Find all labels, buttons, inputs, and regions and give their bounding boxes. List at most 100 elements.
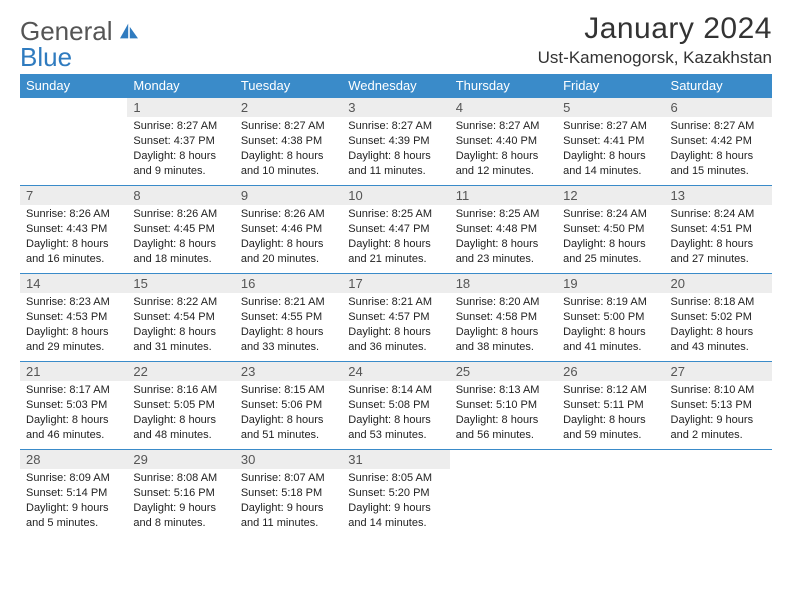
day-cell: 27Sunrise: 8:10 AMSunset: 5:13 PMDayligh… <box>665 362 772 450</box>
daylight-text: Daylight: 8 hours and 21 minutes. <box>348 237 443 267</box>
calendar-table: SundayMondayTuesdayWednesdayThursdayFrid… <box>20 74 772 538</box>
daylight-text: Daylight: 8 hours and 59 minutes. <box>563 413 658 443</box>
sunset-text: Sunset: 4:53 PM <box>26 310 121 325</box>
sunrise-text: Sunrise: 8:17 AM <box>26 383 121 398</box>
day-number: 18 <box>450 274 557 293</box>
day-number: 23 <box>235 362 342 381</box>
day-number: 15 <box>127 274 234 293</box>
daylight-text: Daylight: 8 hours and 18 minutes. <box>133 237 228 267</box>
day-details: Sunrise: 8:24 AMSunset: 4:51 PMDaylight:… <box>665 205 772 270</box>
day-details: Sunrise: 8:27 AMSunset: 4:37 PMDaylight:… <box>127 117 234 182</box>
day-details: Sunrise: 8:26 AMSunset: 4:45 PMDaylight:… <box>127 205 234 270</box>
day-details: Sunrise: 8:15 AMSunset: 5:06 PMDaylight:… <box>235 381 342 446</box>
week-row: 14Sunrise: 8:23 AMSunset: 4:53 PMDayligh… <box>20 274 772 362</box>
sunset-text: Sunset: 5:02 PM <box>671 310 766 325</box>
day-cell: 2Sunrise: 8:27 AMSunset: 4:38 PMDaylight… <box>235 98 342 186</box>
daylight-text: Daylight: 8 hours and 38 minutes. <box>456 325 551 355</box>
sunset-text: Sunset: 4:47 PM <box>348 222 443 237</box>
day-details: Sunrise: 8:25 AMSunset: 4:48 PMDaylight:… <box>450 205 557 270</box>
week-row: 7Sunrise: 8:26 AMSunset: 4:43 PMDaylight… <box>20 186 772 274</box>
day-cell: 10Sunrise: 8:25 AMSunset: 4:47 PMDayligh… <box>342 186 449 274</box>
sail-icon <box>117 22 141 40</box>
sunset-text: Sunset: 4:38 PM <box>241 134 336 149</box>
sunrise-text: Sunrise: 8:07 AM <box>241 471 336 486</box>
sunset-text: Sunset: 4:57 PM <box>348 310 443 325</box>
sunset-text: Sunset: 5:06 PM <box>241 398 336 413</box>
day-details: Sunrise: 8:14 AMSunset: 5:08 PMDaylight:… <box>342 381 449 446</box>
daylight-text: Daylight: 8 hours and 11 minutes. <box>348 149 443 179</box>
month-title: January 2024 <box>538 12 772 46</box>
sunset-text: Sunset: 4:39 PM <box>348 134 443 149</box>
sunset-text: Sunset: 5:16 PM <box>133 486 228 501</box>
sunset-text: Sunset: 4:41 PM <box>563 134 658 149</box>
day-number: 7 <box>20 186 127 205</box>
daylight-text: Daylight: 8 hours and 25 minutes. <box>563 237 658 267</box>
sunrise-text: Sunrise: 8:27 AM <box>671 119 766 134</box>
sunrise-text: Sunrise: 8:22 AM <box>133 295 228 310</box>
daylight-text: Daylight: 9 hours and 8 minutes. <box>133 501 228 531</box>
day-details: Sunrise: 8:12 AMSunset: 5:11 PMDaylight:… <box>557 381 664 446</box>
day-number: 3 <box>342 98 449 117</box>
day-number: 1 <box>127 98 234 117</box>
day-cell: 4Sunrise: 8:27 AMSunset: 4:40 PMDaylight… <box>450 98 557 186</box>
day-cell: 6Sunrise: 8:27 AMSunset: 4:42 PMDaylight… <box>665 98 772 186</box>
day-cell: 20Sunrise: 8:18 AMSunset: 5:02 PMDayligh… <box>665 274 772 362</box>
daylight-text: Daylight: 8 hours and 27 minutes. <box>671 237 766 267</box>
day-number: 22 <box>127 362 234 381</box>
sunrise-text: Sunrise: 8:16 AM <box>133 383 228 398</box>
sunset-text: Sunset: 4:37 PM <box>133 134 228 149</box>
brand-part2: Blue <box>20 42 72 72</box>
sunset-text: Sunset: 4:48 PM <box>456 222 551 237</box>
day-details: Sunrise: 8:25 AMSunset: 4:47 PMDaylight:… <box>342 205 449 270</box>
sunrise-text: Sunrise: 8:27 AM <box>133 119 228 134</box>
day-number: 31 <box>342 450 449 469</box>
sunrise-text: Sunrise: 8:27 AM <box>241 119 336 134</box>
sunrise-text: Sunrise: 8:09 AM <box>26 471 121 486</box>
sunset-text: Sunset: 5:10 PM <box>456 398 551 413</box>
day-details: Sunrise: 8:13 AMSunset: 5:10 PMDaylight:… <box>450 381 557 446</box>
weekday-monday: Monday <box>127 74 234 98</box>
daylight-text: Daylight: 8 hours and 9 minutes. <box>133 149 228 179</box>
day-cell: 16Sunrise: 8:21 AMSunset: 4:55 PMDayligh… <box>235 274 342 362</box>
day-number: 5 <box>557 98 664 117</box>
daylight-text: Daylight: 8 hours and 43 minutes. <box>671 325 766 355</box>
day-details: Sunrise: 8:27 AMSunset: 4:40 PMDaylight:… <box>450 117 557 182</box>
day-details: Sunrise: 8:24 AMSunset: 4:50 PMDaylight:… <box>557 205 664 270</box>
sunrise-text: Sunrise: 8:12 AM <box>563 383 658 398</box>
location-text: Ust-Kamenogorsk, Kazakhstan <box>538 48 772 68</box>
day-cell: 17Sunrise: 8:21 AMSunset: 4:57 PMDayligh… <box>342 274 449 362</box>
sunset-text: Sunset: 4:50 PM <box>563 222 658 237</box>
day-number: 10 <box>342 186 449 205</box>
sunrise-text: Sunrise: 8:21 AM <box>241 295 336 310</box>
day-details: Sunrise: 8:08 AMSunset: 5:16 PMDaylight:… <box>127 469 234 534</box>
day-details: Sunrise: 8:09 AMSunset: 5:14 PMDaylight:… <box>20 469 127 534</box>
day-cell: 13Sunrise: 8:24 AMSunset: 4:51 PMDayligh… <box>665 186 772 274</box>
day-cell: 8Sunrise: 8:26 AMSunset: 4:45 PMDaylight… <box>127 186 234 274</box>
week-row: 28Sunrise: 8:09 AMSunset: 5:14 PMDayligh… <box>20 450 772 538</box>
sunset-text: Sunset: 5:03 PM <box>26 398 121 413</box>
sunrise-text: Sunrise: 8:25 AM <box>348 207 443 222</box>
sunset-text: Sunset: 4:42 PM <box>671 134 766 149</box>
daylight-text: Daylight: 9 hours and 5 minutes. <box>26 501 121 531</box>
daylight-text: Daylight: 8 hours and 10 minutes. <box>241 149 336 179</box>
sunrise-text: Sunrise: 8:24 AM <box>671 207 766 222</box>
day-number: 25 <box>450 362 557 381</box>
daylight-text: Daylight: 8 hours and 23 minutes. <box>456 237 551 267</box>
day-cell <box>450 450 557 538</box>
sunset-text: Sunset: 5:13 PM <box>671 398 766 413</box>
daylight-text: Daylight: 8 hours and 16 minutes. <box>26 237 121 267</box>
day-cell: 31Sunrise: 8:05 AMSunset: 5:20 PMDayligh… <box>342 450 449 538</box>
day-details: Sunrise: 8:19 AMSunset: 5:00 PMDaylight:… <box>557 293 664 358</box>
sunset-text: Sunset: 4:54 PM <box>133 310 228 325</box>
daylight-text: Daylight: 8 hours and 14 minutes. <box>563 149 658 179</box>
day-cell: 22Sunrise: 8:16 AMSunset: 5:05 PMDayligh… <box>127 362 234 450</box>
day-cell: 18Sunrise: 8:20 AMSunset: 4:58 PMDayligh… <box>450 274 557 362</box>
daylight-text: Daylight: 8 hours and 29 minutes. <box>26 325 121 355</box>
day-number: 8 <box>127 186 234 205</box>
day-details: Sunrise: 8:26 AMSunset: 4:46 PMDaylight:… <box>235 205 342 270</box>
weekday-sunday: Sunday <box>20 74 127 98</box>
day-details: Sunrise: 8:05 AMSunset: 5:20 PMDaylight:… <box>342 469 449 534</box>
day-details: Sunrise: 8:27 AMSunset: 4:38 PMDaylight:… <box>235 117 342 182</box>
day-cell <box>557 450 664 538</box>
title-block: January 2024 Ust-Kamenogorsk, Kazakhstan <box>538 12 772 68</box>
